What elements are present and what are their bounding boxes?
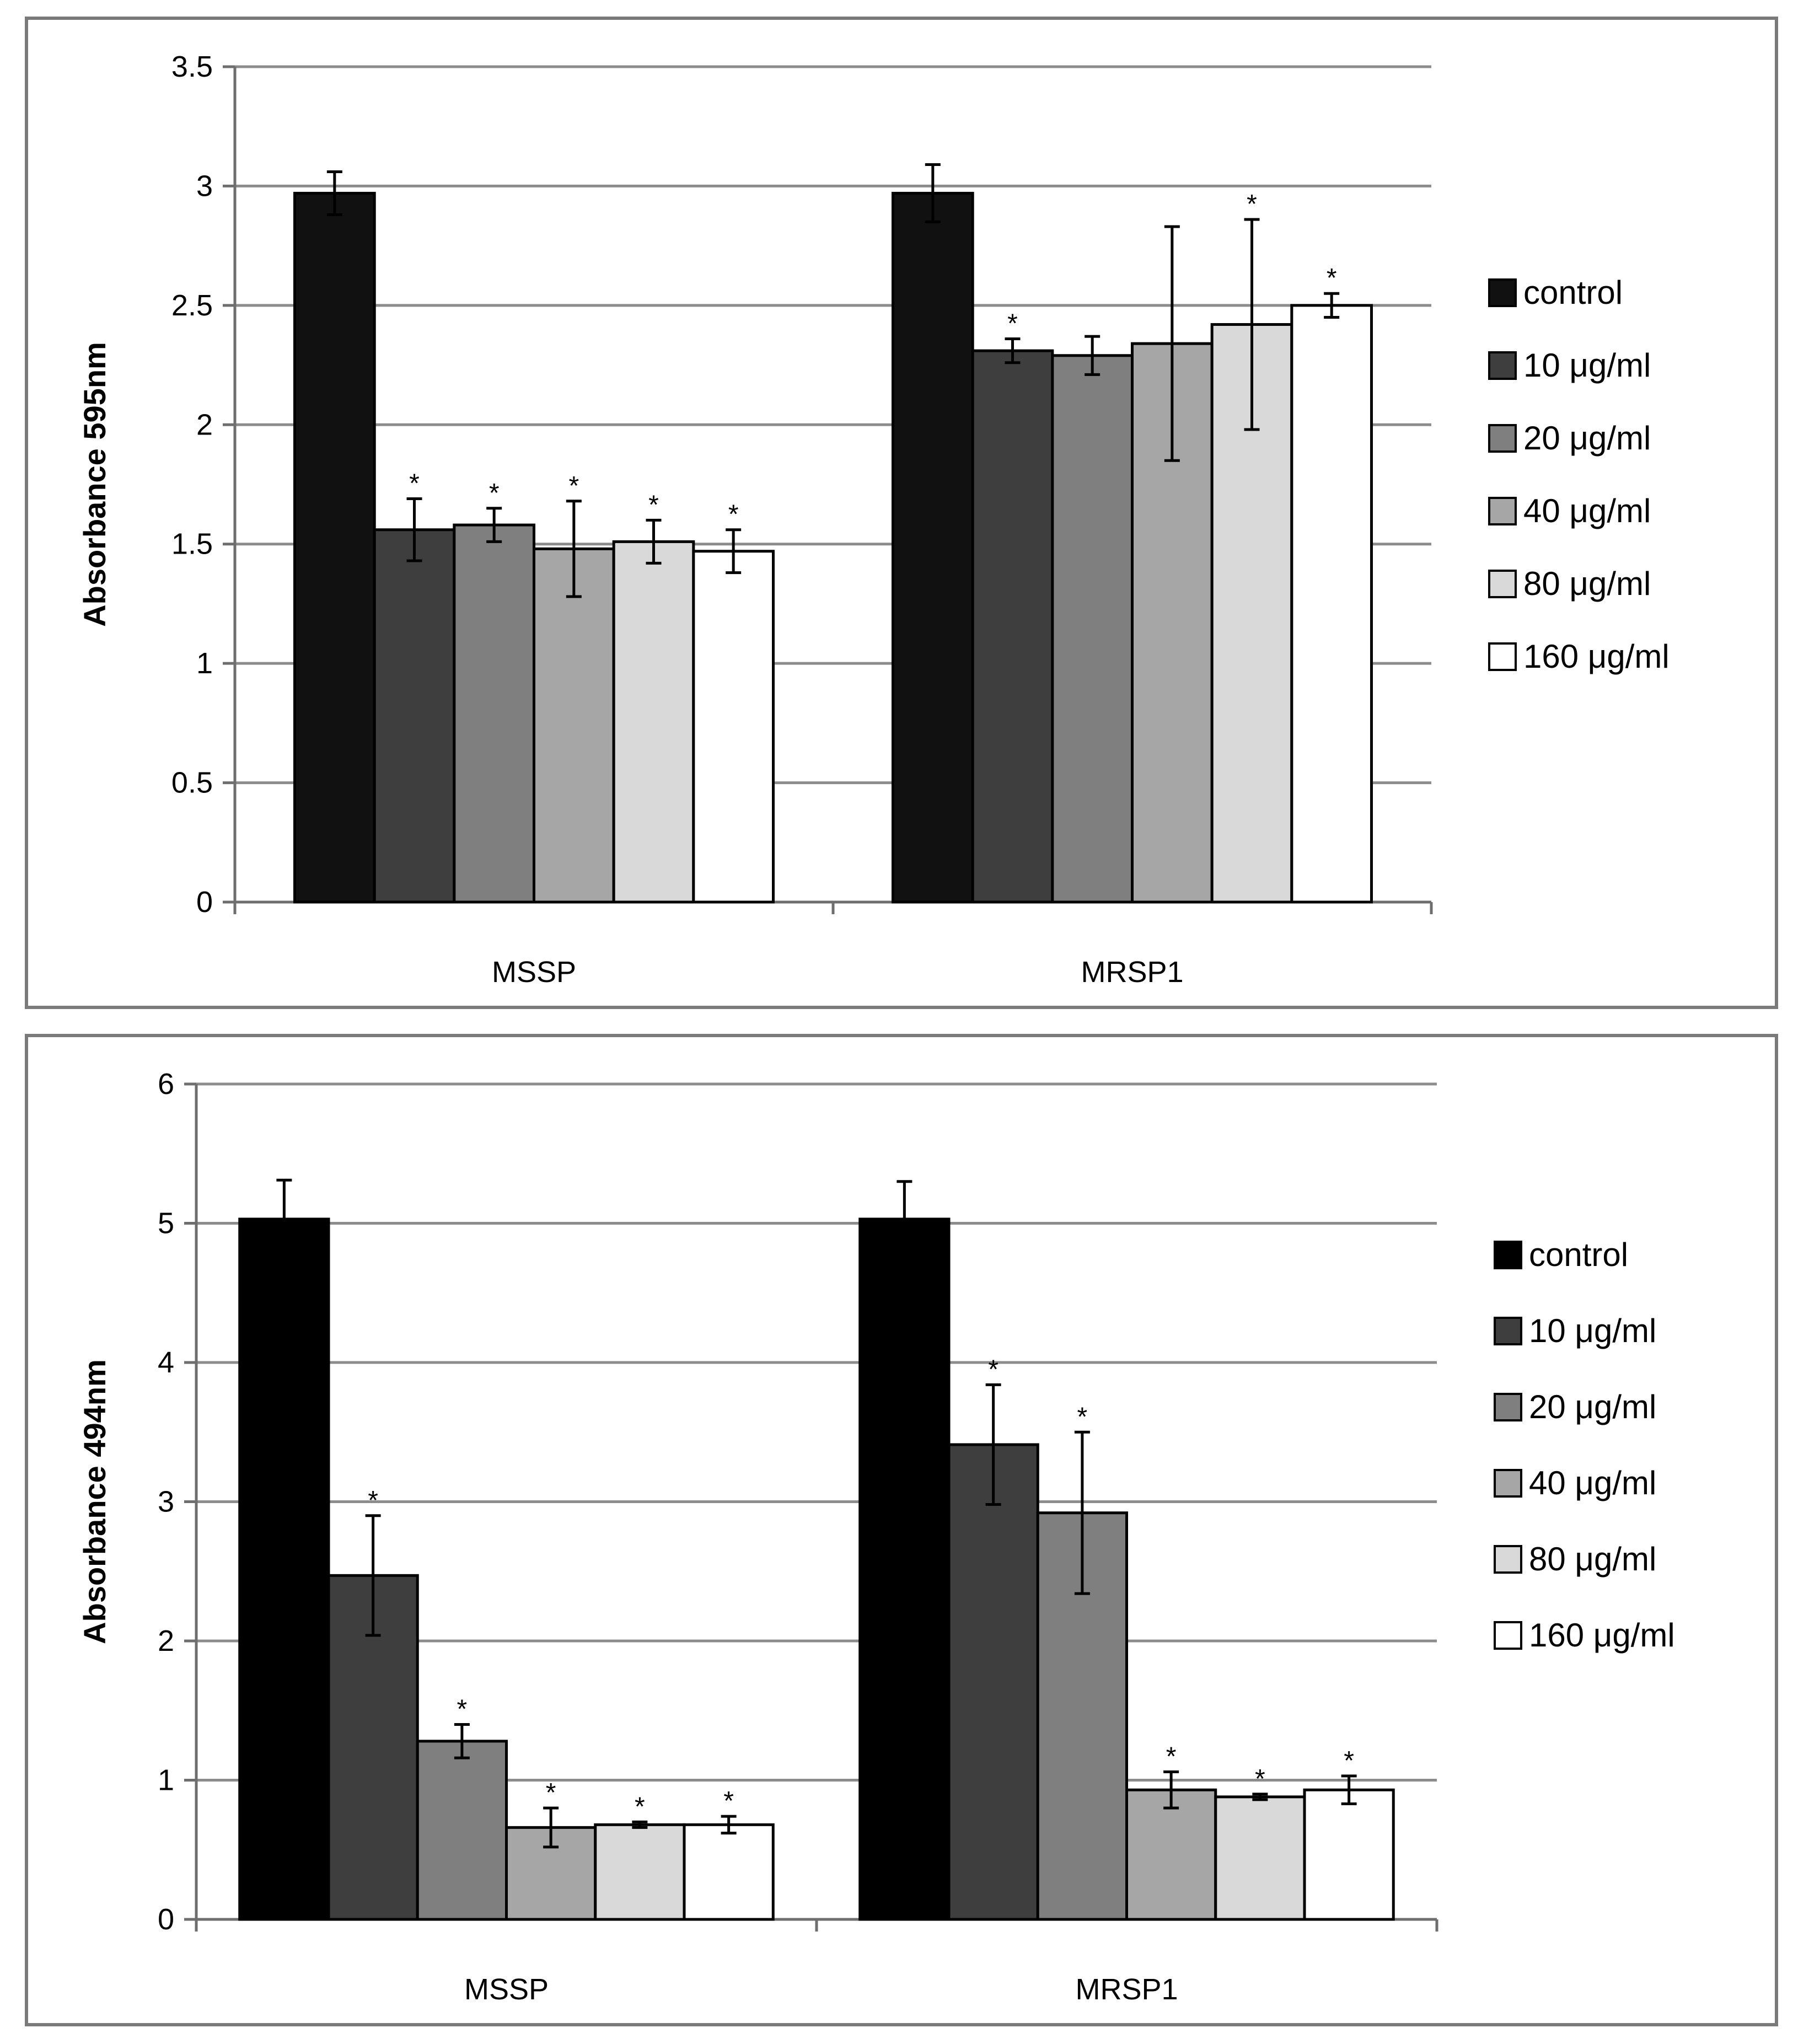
bar <box>594 1823 686 1921</box>
legend-label: 160 μg/ml <box>1529 1617 1675 1654</box>
significance-marker: * <box>409 469 420 498</box>
y-tick-label: 4 <box>158 1346 174 1379</box>
y-tick-label: 2 <box>158 1624 174 1657</box>
legend-label: control <box>1523 274 1623 311</box>
y-tick-label: 0 <box>158 1903 174 1936</box>
legend-swatch <box>1488 351 1517 380</box>
legend-swatch <box>1494 1469 1522 1498</box>
legend-label: 10 μg/ml <box>1523 347 1651 384</box>
y-tick-label: 2 <box>196 408 213 441</box>
significance-marker: * <box>728 500 739 529</box>
legend-swatch <box>1488 570 1517 598</box>
x-category-label: MRSP1 <box>1081 956 1183 989</box>
significance-marker: * <box>1344 1746 1354 1775</box>
y-tick-label: 2.5 <box>171 289 213 322</box>
significance-marker: * <box>648 490 659 519</box>
y-tick-label: 6 <box>158 1067 174 1101</box>
significance-marker: * <box>1166 1742 1177 1771</box>
legend-swatch <box>1488 642 1517 671</box>
x-category-label: MSSP <box>464 1973 549 2006</box>
legend-label: 80 μg/ml <box>1523 565 1651 602</box>
legend-label: 20 μg/ml <box>1523 420 1651 457</box>
bar-chart-absorbance-595: 0 0.5 1 1.5 2 2.5 3 3.5 * * * * * MSSP * * * MRSP1 Absorba… <box>77 50 1670 989</box>
legend-label: 40 μg/ml <box>1529 1464 1656 1501</box>
legend-swatch <box>1494 1621 1522 1650</box>
significance-marker: * <box>1247 190 1257 219</box>
legend-label: 20 μg/ml <box>1529 1388 1656 1425</box>
bar <box>971 349 1054 904</box>
bar <box>453 523 535 904</box>
legend-label: 10 μg/ml <box>1529 1312 1656 1349</box>
bar <box>692 550 775 904</box>
legend-label: 80 μg/ml <box>1529 1541 1656 1578</box>
bar <box>1214 1795 1306 1921</box>
x-category-label: MRSP1 <box>1075 1973 1178 2006</box>
chart-panel-absorbance-595: 0 0.5 1 1.5 2 2.5 3 3.5 * * * * * MSSP * * * MRSP1 Absorba… <box>25 17 1778 1009</box>
legend-swatch <box>1494 1317 1522 1345</box>
y-tick-label: 5 <box>158 1207 174 1240</box>
significance-marker: * <box>568 471 579 501</box>
significance-marker: * <box>723 1787 734 1816</box>
significance-marker: * <box>368 1486 378 1515</box>
bar <box>373 528 456 904</box>
y-tick-label: 0.5 <box>171 766 213 800</box>
significance-marker: * <box>546 1778 556 1807</box>
legend-label: 40 μg/ml <box>1523 492 1651 529</box>
bar <box>1125 1788 1217 1921</box>
y-tick-label: 3.5 <box>171 50 213 83</box>
significance-marker: * <box>1255 1764 1265 1794</box>
bar <box>533 547 615 904</box>
bar <box>612 540 695 904</box>
bar <box>416 1740 508 1921</box>
bar <box>1051 354 1134 904</box>
bar <box>238 1217 330 1921</box>
significance-marker: * <box>1007 309 1018 338</box>
bar <box>947 1443 1039 1921</box>
x-category-label: MSSP <box>492 956 576 989</box>
significance-marker: * <box>1077 1402 1088 1431</box>
bar-chart-absorbance-494: 0 1 2 3 4 5 6 * * * * * MSSP * * * * * MRSP1 Absorbance 494… <box>77 1067 1675 2006</box>
bar <box>1290 304 1373 904</box>
legend-swatch <box>1488 278 1517 307</box>
legend-swatch <box>1494 1241 1522 1269</box>
significance-marker: * <box>457 1695 468 1724</box>
legend-label: control <box>1529 1236 1628 1273</box>
y-tick-label: 1 <box>158 1764 174 1797</box>
significance-marker: * <box>489 479 500 508</box>
chart-panel-absorbance-494: 0 1 2 3 4 5 6 * * * * * MSSP * * * * * MRSP1 Absorbance 494… <box>25 1034 1778 2026</box>
legend-swatch <box>1488 424 1517 453</box>
legend-swatch <box>1494 1393 1522 1421</box>
bar <box>683 1823 775 1921</box>
legend-label: 160 μg/ml <box>1523 638 1670 675</box>
y-tick-label: 3 <box>158 1485 174 1519</box>
y-axis-title: Absorbance 494nm <box>77 1359 112 1644</box>
bar <box>892 191 974 904</box>
bar <box>858 1217 951 1921</box>
y-tick-label: 1.5 <box>171 528 213 561</box>
bar <box>1303 1788 1395 1921</box>
y-tick-label: 0 <box>196 886 213 919</box>
bar <box>293 191 376 904</box>
y-tick-label: 3 <box>196 169 213 202</box>
significance-marker: * <box>988 1355 999 1384</box>
legend-swatch <box>1488 497 1517 525</box>
y-tick-label: 1 <box>196 647 213 680</box>
legend-swatch <box>1494 1545 1522 1574</box>
y-axis-title: Absorbance 595nm <box>77 342 112 627</box>
significance-marker: * <box>1327 264 1337 293</box>
significance-marker: * <box>635 1792 645 1821</box>
